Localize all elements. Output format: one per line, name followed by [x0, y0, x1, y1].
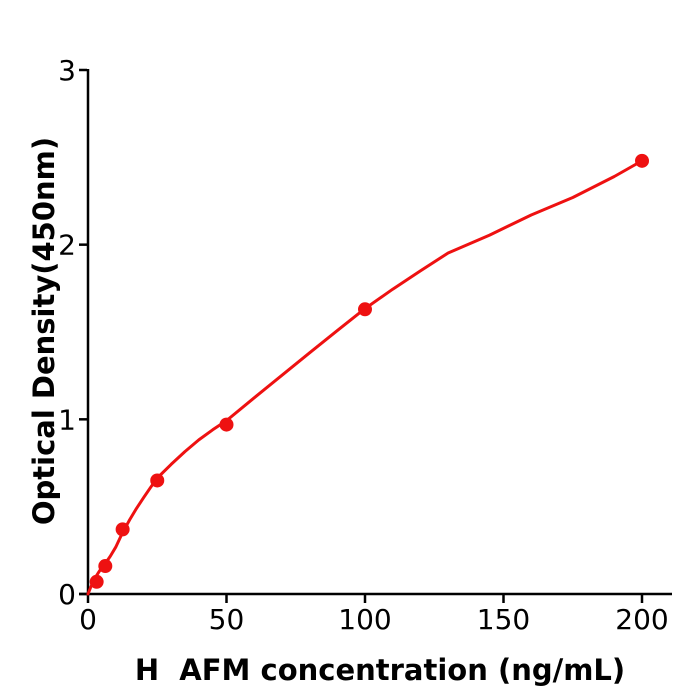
- x-tick-label: 150: [477, 603, 530, 636]
- x-axis-label: H AFM concentration (ng/mL): [134, 653, 626, 687]
- x-tick-label: 50: [209, 603, 245, 636]
- data-point-marker: [89, 574, 104, 589]
- y-axis-label: Optical Density(450nm): [27, 136, 61, 526]
- data-point-marker: [219, 417, 234, 432]
- x-tick-label: 200: [615, 603, 668, 636]
- x-tick-label: 100: [338, 603, 391, 636]
- data-point-marker: [98, 559, 113, 574]
- data-point-marker: [635, 153, 649, 168]
- data-point-marker: [358, 302, 372, 317]
- y-tick-label: 2: [58, 229, 76, 262]
- data-point-marker: [115, 522, 130, 537]
- fit-curve-line: [86, 159, 644, 596]
- y-tick-label: 3: [58, 54, 76, 87]
- x-tick-label: 0: [79, 603, 97, 636]
- y-tick-label: 1: [58, 403, 76, 436]
- y-tick-label: 0: [58, 578, 76, 611]
- data-point-marker: [150, 473, 165, 488]
